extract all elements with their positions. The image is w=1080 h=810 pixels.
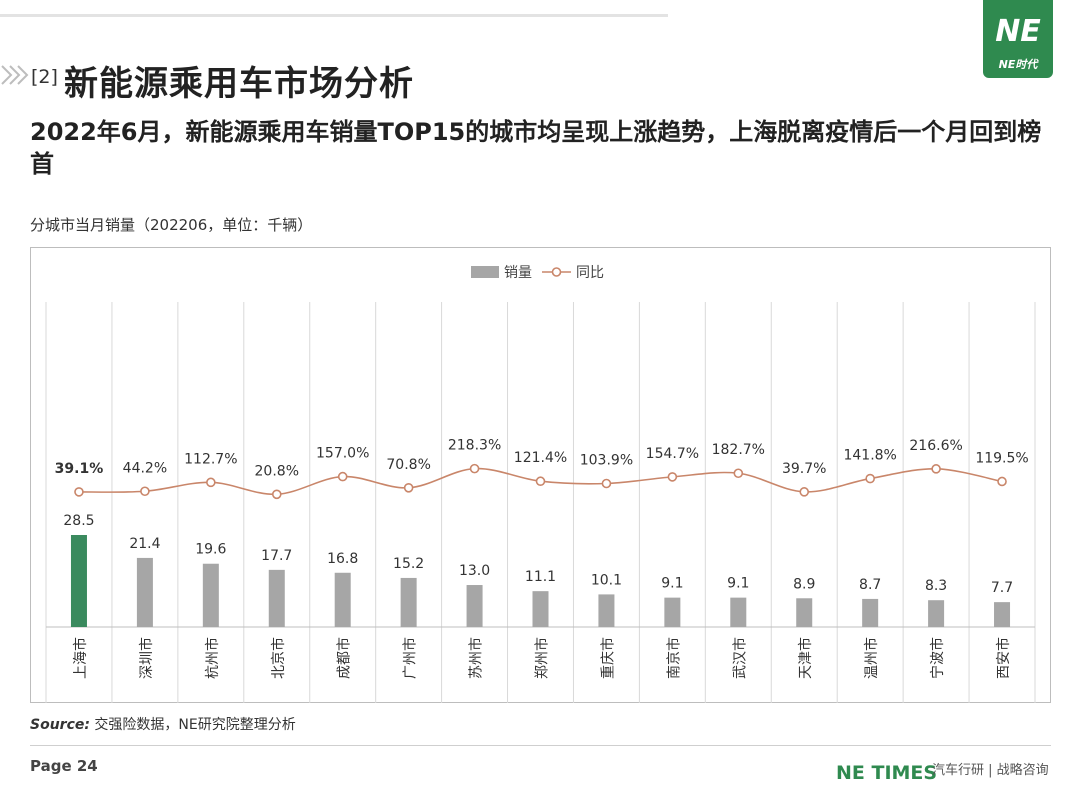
city-tick-label: 杭州市: [204, 637, 221, 679]
yoy-value-label: 121.4%: [514, 450, 567, 466]
chevron-icon: [1, 65, 29, 85]
logo-mark: NE: [995, 14, 1041, 49]
bar-11: [730, 597, 747, 627]
yoy-value-label: 44.2%: [123, 460, 167, 476]
bar-value-label: 10.1: [591, 572, 622, 588]
city-tick-label: 成都市: [336, 637, 353, 679]
bar-5: [334, 572, 351, 627]
subheading: 2022年6月，新能源乘用车销量TOP15的城市均呈现上涨趋势，上海脱离疫情后一…: [30, 118, 1042, 178]
bar-value-label: 8.7: [859, 577, 881, 593]
yoy-point: [931, 464, 941, 474]
city-tick-label: 天津市: [797, 637, 814, 679]
yoy-value-label: 182.7%: [712, 442, 765, 458]
city-tick-label: 广州市: [402, 637, 419, 679]
source-note: Source: 交强险数据，NE研究院整理分析: [30, 714, 296, 734]
yoy-point: [337, 471, 348, 482]
bar-value-label: 17.7: [261, 548, 292, 564]
bar-10: [664, 597, 681, 627]
bar-value-label: 28.5: [63, 513, 94, 529]
yoy-point: [667, 472, 678, 482]
yoy-point: [140, 486, 150, 497]
source-text: 交强险数据，NE研究院整理分析: [89, 717, 296, 733]
bar-6: [400, 577, 417, 627]
bar-value-label: 19.6: [195, 542, 226, 558]
yoy-value-label: 119.5%: [975, 450, 1028, 466]
bar-value-label: 13.0: [459, 563, 490, 579]
section-title: 新能源乘用车市场分析: [64, 64, 414, 104]
bar-9: [598, 594, 615, 627]
city-tick-label: 深圳市: [138, 637, 155, 679]
chart-frame: [30, 247, 1051, 703]
bar-value-label: 16.8: [327, 551, 358, 567]
yoy-point: [206, 477, 216, 488]
legend-line-marker: [551, 267, 562, 277]
section-number: [2]: [31, 66, 58, 88]
city-tick-label: 宁波市: [929, 637, 946, 679]
bar-7: [466, 585, 483, 627]
bar-value-label: 11.1: [525, 569, 556, 585]
yoy-point: [469, 463, 480, 474]
city-tick-label: 武汉市: [731, 637, 748, 679]
legend-bar-label: 销量: [504, 265, 532, 281]
yoy-value-label: 218.3%: [448, 438, 501, 454]
yoy-point: [271, 489, 282, 500]
city-tick-label: 温州市: [863, 637, 880, 679]
yoy-value-label: 216.6%: [909, 438, 962, 454]
yoy-value-label: 70.8%: [386, 457, 430, 473]
city-tick-label: 西安市: [995, 637, 1012, 679]
yoy-value-label: 20.8%: [255, 463, 299, 479]
yoy-point: [799, 487, 810, 497]
city-tick-label: 上海市: [72, 637, 89, 679]
bar-1: [70, 535, 87, 627]
source-label: Source:: [30, 717, 90, 733]
bar-8: [532, 591, 549, 627]
bar-value-label: 21.4: [129, 536, 160, 552]
yoy-point: [74, 487, 84, 497]
yoy-value-label: 39.1%: [55, 461, 104, 477]
yoy-point: [601, 478, 612, 489]
city-tick-label: 南京市: [665, 637, 682, 679]
yoy-value-label: 39.7%: [782, 461, 826, 477]
bar-3: [202, 563, 219, 627]
yoy-value-label: 103.9%: [580, 452, 633, 468]
brand-name: NE TIMES: [836, 762, 938, 784]
yoy-point: [535, 476, 546, 487]
logo-text: NE时代: [998, 58, 1038, 71]
bar-12: [796, 598, 813, 627]
city-tick-label: 北京市: [270, 637, 287, 679]
bar-15: [994, 602, 1011, 627]
bottom-rule: [30, 745, 1051, 746]
top-rule: [0, 14, 668, 17]
page-number: Page 24: [30, 757, 98, 775]
bar-13: [862, 598, 879, 627]
legend-bar-swatch: [471, 266, 499, 278]
bar-value-label: 15.2: [393, 556, 424, 572]
yoy-point: [733, 468, 744, 479]
yoy-point: [403, 482, 414, 493]
yoy-value-label: 157.0%: [316, 446, 369, 462]
yoy-point: [865, 473, 875, 484]
bar-value-label: 7.7: [991, 580, 1013, 596]
yoy-value-label: 141.8%: [843, 448, 896, 464]
tagline: 汽车行研 | 战略咨询: [932, 763, 1049, 778]
city-tick-label: 郑州市: [534, 637, 551, 679]
bar-4: [268, 569, 285, 627]
yoy-value-label: 112.7%: [184, 451, 237, 467]
bar-value-label: 9.1: [727, 576, 749, 592]
bar-value-label: 8.3: [925, 578, 947, 594]
logo: NE NE时代: [983, 0, 1053, 78]
city-tick-label: 重庆市: [599, 637, 616, 679]
bar-value-label: 9.1: [661, 576, 683, 592]
chart-caption: 分城市当月销量（202206，单位：千辆）: [30, 216, 313, 234]
yoy-point: [997, 476, 1007, 487]
city-sales-chart: 28.5 39.1% 上海市 21.4 44.2% 深圳市 19.6 112.7% 杭州市 17.…: [30, 247, 1051, 703]
yoy-value-label: 154.7%: [646, 446, 699, 462]
city-tick-label: 苏州市: [468, 637, 485, 679]
bar-14: [928, 600, 945, 627]
bar-2: [136, 557, 153, 627]
bar-value-label: 8.9: [793, 576, 815, 592]
legend-line-label: 同比: [576, 265, 604, 281]
